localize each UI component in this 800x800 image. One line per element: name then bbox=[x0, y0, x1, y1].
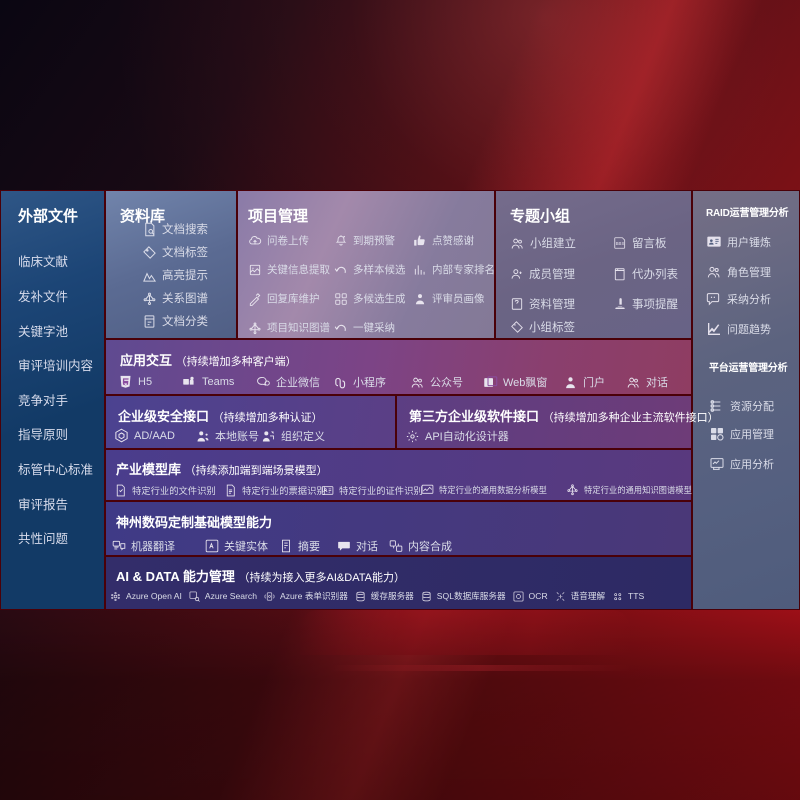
svg-text:BBS: BBS bbox=[616, 241, 625, 246]
